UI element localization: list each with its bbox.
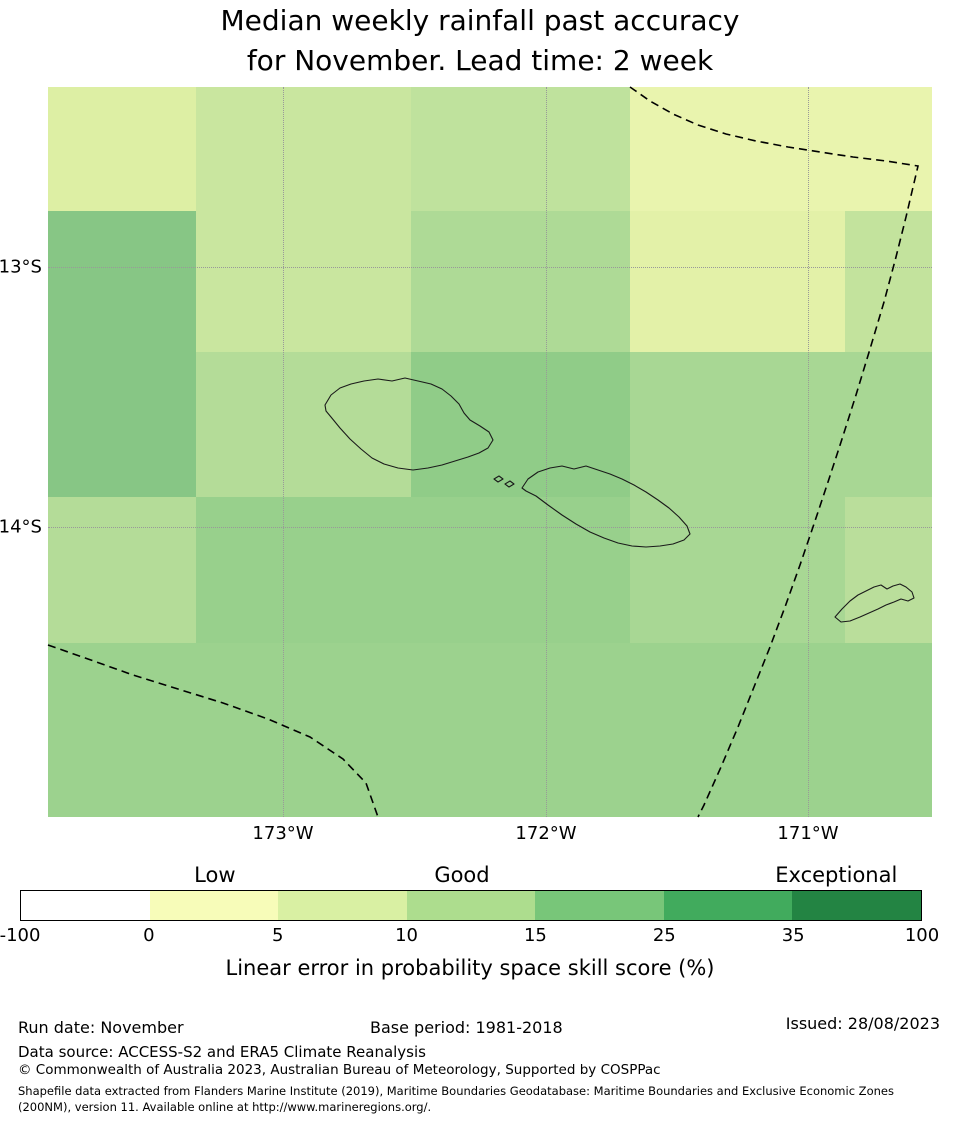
map-grid-cell [196,643,411,817]
map-grid-cell [411,211,630,352]
latitude-gridline [48,527,932,528]
map-grid-cell [196,497,411,643]
colorbar-tick-label: -100 [0,925,41,946]
colorbar-legend: Low Good Exceptional -100 0 5 10 15 25 35 100 [0,861,939,947]
map-gridlines [48,87,932,817]
base-period-text: Base period: 1981-2018 [370,1018,563,1037]
eez-boundary-northeast [629,86,919,818]
map-grid-cell [845,497,932,643]
map-grid-cell [48,211,196,352]
coastline-tutuila [834,583,915,623]
longitude-gridline [546,87,547,817]
map-grid-cell [48,497,196,643]
map-grid-cell [845,87,932,211]
colorbar-segment [535,891,664,920]
map-grid-cell [630,87,845,211]
map-cells [48,87,932,817]
longitude-gridline [808,87,809,817]
shapefile-attribution-text: Shapefile data extracted from Flanders M… [18,1084,894,1115]
colorbar-tick-label: 25 [652,925,676,946]
y-axis-ticks: 13°S 14°S [0,87,44,817]
colorbar-segment [406,891,536,920]
coastline-upolu [521,465,691,548]
x-tick-label: 171°W [777,823,839,844]
map-grid-cell [630,211,845,352]
y-tick-label: 14°S [0,516,42,538]
coastline-small-islets [493,475,515,488]
copyright-text: © Commonwealth of Australia 2023, Austra… [18,1062,661,1078]
figure-title-line1: Median weekly rainfall past accuracy [220,4,740,37]
map-grid-cell [411,352,630,497]
colorbar-categories: Low Good Exceptional [20,861,922,890]
map-grid-cell [630,643,845,817]
colorbar-ticks: -100 0 5 10 15 25 35 100 [0,921,939,947]
data-source-text: Data source: ACCESS-S2 and ERA5 Climate … [18,1043,426,1061]
colorbar-segment [149,891,279,920]
map-grid-cell [48,87,196,211]
colorbar-segment [792,891,922,920]
map-grid-cell [48,643,196,817]
x-tick-label: 173°W [252,823,314,844]
colorbar-tick-label: 35 [781,925,805,946]
x-axis-ticks: 173°W 172°W 171°W [48,817,932,851]
x-tick-label: 172°W [515,823,577,844]
issued-date-text: Issued: 28/08/2023 [785,1014,940,1033]
colorbar-segment [21,891,150,920]
figure-title: Median weekly rainfall past accuracy for… [0,1,960,81]
colorbar-category-label: Low [194,863,236,887]
run-date-text: Run date: November [18,1018,184,1037]
longitude-gridline [283,87,284,817]
colorbar-segment [663,891,793,920]
coastline-savaii [324,377,494,471]
map-grid-cell [845,643,932,817]
colorbar-tick-label: 15 [523,925,547,946]
colorbar-tick-label: 0 [143,925,155,946]
figure-title-line2: for November. Lead time: 2 week [246,44,714,77]
colorbar-axis-label: Linear error in probability space skill … [225,956,715,980]
colorbar-tick-label: 5 [271,925,284,946]
map-grid-cell [411,497,630,643]
map-grid-cell [48,352,196,497]
map-grid-cell [196,87,411,211]
colorbar-tick-label: 100 [904,925,940,946]
colorbar-tick-label: 10 [395,925,419,946]
map-grid-cell [411,643,630,817]
y-tick-label: 13°S [0,256,42,278]
map-grid-cell [630,352,845,497]
map-grid-cell [411,87,630,211]
map-grid-cell [196,352,411,497]
colorbar-category-label: Exceptional [775,863,898,887]
colorbar-segments [20,890,922,921]
map-grid-cell [630,497,845,643]
map-panel: 173°W 172°W 171°W 13°S 14°S [0,86,932,844]
latitude-gridline [48,267,932,268]
colorbar-category-label: Good [434,863,490,887]
map-grid-cell [196,211,411,352]
map-grid-cell [845,352,932,497]
map-grid-cell [845,211,932,352]
eez-boundary-southwest [47,644,379,818]
colorbar-segment [278,891,407,920]
map-overlay [47,86,919,818]
